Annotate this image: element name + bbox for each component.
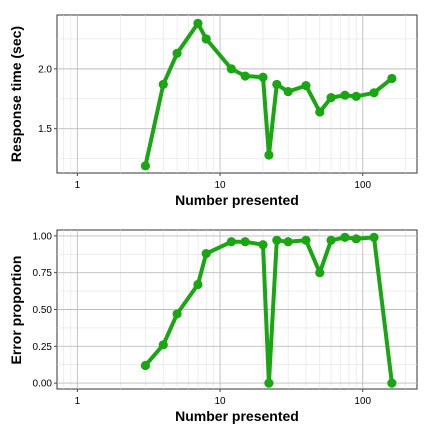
- error-proportion-series: [140, 232, 397, 388]
- data-point: [193, 279, 203, 290]
- x-tick-label: 10: [214, 396, 226, 407]
- data-point: [158, 340, 168, 350]
- x-tick-label: 1: [75, 180, 81, 191]
- response-time-series: [140, 18, 397, 171]
- data-point: [326, 92, 336, 103]
- response-time-x-axis-title: Number presented: [175, 192, 299, 208]
- data-point: [240, 237, 250, 247]
- data-point: [172, 309, 182, 319]
- y-tick-label: 1.00: [33, 231, 53, 242]
- error-proportion-x-axis-title: Number presented: [175, 408, 299, 424]
- data-point: [201, 34, 211, 44]
- error-proportion-panel: 1 10 100 0.00 0.25 0.50 0.75 1.00 Number presen…: [8, 229, 418, 424]
- y-tick-label: 2.0: [38, 64, 52, 75]
- data-point: [369, 232, 379, 242]
- data-point: [140, 360, 151, 371]
- y-tick-label: 0.25: [33, 342, 53, 353]
- data-point: [387, 73, 397, 84]
- data-point: [283, 237, 293, 247]
- data-point: [387, 378, 397, 388]
- data-point: [272, 79, 282, 90]
- data-point: [158, 79, 168, 90]
- data-point: [351, 91, 361, 101]
- data-point: [326, 235, 336, 245]
- x-tick-label: 1: [75, 396, 81, 407]
- y-tick-label: 0.00: [33, 379, 53, 390]
- error-proportion-ticks: 1 10 100 0.00 0.25 0.50 0.75 1.00: [33, 231, 372, 407]
- data-point: [264, 150, 274, 160]
- data-point: [340, 90, 350, 100]
- data-point: [369, 88, 379, 98]
- data-point: [226, 237, 236, 247]
- data-point: [258, 240, 268, 250]
- data-point: [264, 378, 274, 388]
- data-point: [351, 234, 361, 244]
- data-point: [172, 48, 182, 58]
- data-point: [315, 107, 325, 117]
- data-point: [226, 64, 236, 74]
- y-tick-label: 1.5: [38, 124, 52, 135]
- data-point: [301, 81, 311, 91]
- y-tick-label: 0.75: [33, 268, 53, 279]
- data-point: [240, 71, 250, 81]
- response-time-y-axis-title: Response time (sec): [8, 26, 24, 162]
- x-tick-label: 100: [354, 396, 371, 407]
- data-point: [272, 235, 282, 245]
- data-point: [315, 268, 325, 278]
- data-point: [301, 235, 311, 245]
- y-tick-label: 0.50: [33, 305, 53, 316]
- response-time-ticks: 1 10 100 1.5 2.0: [38, 64, 371, 191]
- data-point: [283, 87, 293, 97]
- data-point: [340, 232, 350, 242]
- x-tick-label: 10: [214, 180, 226, 191]
- data-point: [140, 161, 151, 171]
- response-time-panel: 1 10 100 1.5 2.0 Number presented Response t…: [8, 14, 418, 208]
- x-tick-label: 100: [354, 180, 371, 191]
- error-proportion-y-axis-title: Error proportion: [8, 256, 24, 365]
- data-point: [201, 248, 211, 259]
- data-point: [193, 18, 203, 28]
- data-point: [258, 72, 268, 82]
